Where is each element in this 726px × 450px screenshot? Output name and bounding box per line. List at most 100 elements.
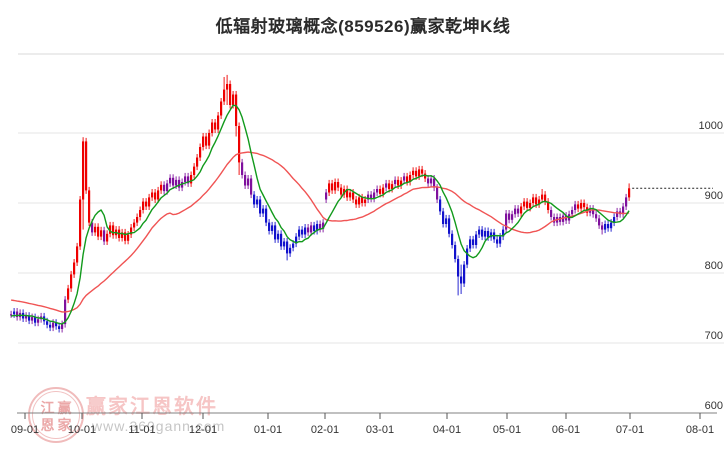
candle-body [406,176,409,182]
candle-body [601,225,604,230]
candle-body [571,210,574,215]
candle-body [79,199,82,247]
y-tick-label: 1000 [699,120,723,132]
candle-body [622,206,625,215]
candle-body [184,176,187,182]
candle-body [511,214,514,220]
candle-body [409,175,412,182]
candle-body [238,126,241,163]
candle-body [325,192,328,200]
candle-body [361,197,364,203]
candle-body [448,218,451,234]
candle-body [457,259,460,277]
candle-body [190,175,193,184]
x-tick-label: 01-01 [254,424,282,436]
candle-body [610,222,613,229]
candle-body [46,321,49,325]
candle-body [100,230,103,237]
candle-body [436,187,439,200]
candle-body [439,199,442,212]
candle-body [217,115,220,130]
x-tick-label: 12-01 [189,424,217,436]
candle-body [220,101,223,116]
candle-body [352,192,355,200]
candle-body [562,215,565,222]
candle-body [193,166,196,175]
candle-body [529,203,532,208]
candle-body [88,190,91,223]
candle-body [85,141,88,191]
candle-body [535,197,538,205]
candle-body [235,94,238,126]
candle-body [109,225,112,234]
candle-body [490,232,493,238]
candle-body [298,229,301,237]
y-tick-label: 800 [705,260,723,272]
candle-body [520,206,523,214]
candle-body [178,179,181,188]
candle-body [598,218,601,226]
candle-body [538,199,541,205]
candle-body [250,178,253,195]
candle-body [514,208,517,215]
candle-body [523,201,526,207]
candle-body [433,178,436,188]
candle-body [553,217,556,223]
candle-body [385,183,388,188]
candle-body [148,197,151,207]
candle-body [145,201,148,207]
candle-body [244,175,247,186]
candle-body [550,210,553,217]
candle-body [61,324,64,329]
candle-body [475,234,478,245]
candle-body [133,222,136,228]
candle-body [121,232,124,238]
candle-body [208,133,211,146]
candle-body [241,162,244,175]
candle-body [508,213,511,220]
candle-body [394,179,397,185]
candle-body [313,225,316,231]
candle-body [499,236,502,244]
candle-body [430,178,433,184]
watermark-url-text: www.360gann.com [92,418,226,434]
candle-body [262,208,265,214]
candle-body [496,239,499,244]
short-ma-line [10,104,630,325]
candle-body [280,233,283,247]
y-tick-label: 900 [705,190,723,202]
candle-body [451,233,454,245]
y-tick-label: 700 [705,330,723,342]
candle-body [454,245,457,259]
candle-body [232,94,235,105]
candle-body [616,211,619,217]
candle-body [139,210,142,217]
candle-body [94,226,97,233]
candle-body [169,177,172,184]
candle-body [460,276,463,284]
candle-body [229,84,232,105]
candle-body [292,243,295,248]
candle-body [472,239,475,245]
candle-body [505,213,508,230]
candle-body [103,230,106,242]
candle-body [319,224,322,229]
candle-body [106,233,109,242]
candle-body [484,231,487,237]
candle-body [175,179,178,186]
candle-body [403,176,406,181]
candle-body [34,317,37,323]
candle-body [340,187,343,195]
candle-body [418,169,421,177]
candle-body [151,192,154,198]
candle-body [304,227,307,235]
candle-body [223,89,226,102]
candle-body [625,197,628,207]
candle-body [97,226,100,237]
candle-body [424,173,427,179]
candle-body [202,136,205,147]
candle-body [628,188,631,198]
candle-body [412,170,415,175]
candle-body [157,190,160,200]
candle-body [391,184,394,189]
